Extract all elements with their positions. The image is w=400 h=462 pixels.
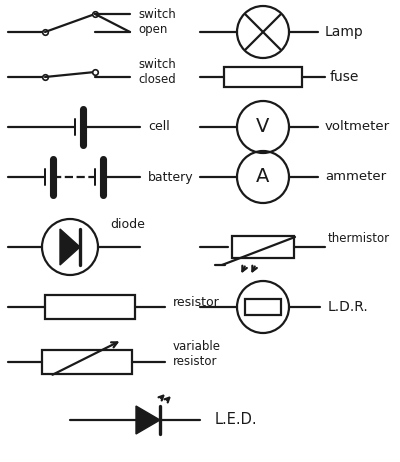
Text: variable
resistor: variable resistor — [173, 340, 221, 368]
Text: L.E.D.: L.E.D. — [215, 413, 258, 427]
Text: diode: diode — [110, 219, 145, 231]
Polygon shape — [60, 229, 80, 265]
Text: V: V — [256, 117, 270, 136]
Text: ammeter: ammeter — [325, 170, 386, 183]
Polygon shape — [136, 406, 160, 434]
Text: resistor: resistor — [173, 296, 220, 309]
Text: cell: cell — [148, 121, 170, 134]
Text: fuse: fuse — [330, 70, 359, 84]
Text: switch
closed: switch closed — [138, 58, 176, 86]
Text: switch
open: switch open — [138, 8, 176, 36]
Text: thermistor: thermistor — [328, 232, 390, 245]
Text: L.D.R.: L.D.R. — [328, 300, 369, 314]
Text: voltmeter: voltmeter — [325, 121, 390, 134]
Text: battery: battery — [148, 170, 194, 183]
Text: Lamp: Lamp — [325, 25, 364, 39]
Text: A: A — [256, 168, 270, 187]
